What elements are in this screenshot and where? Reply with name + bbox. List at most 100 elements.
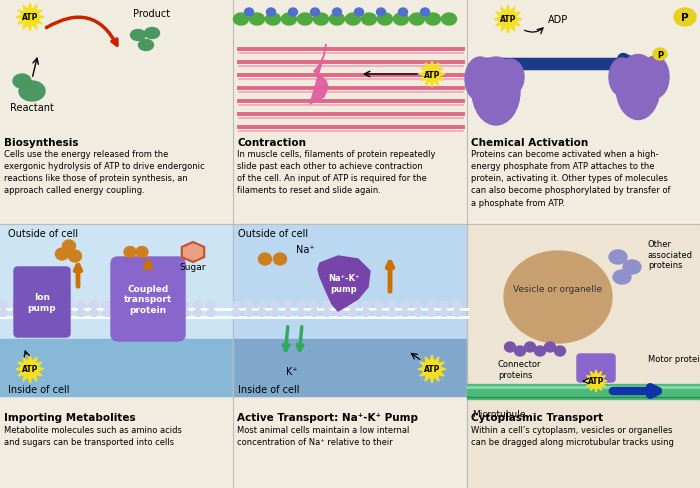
Text: ATP: ATP: [588, 377, 604, 386]
Ellipse shape: [284, 310, 293, 317]
Ellipse shape: [0, 302, 8, 309]
Ellipse shape: [258, 302, 267, 309]
Ellipse shape: [349, 302, 358, 309]
Text: Na⁺-K⁺
pump: Na⁺-K⁺ pump: [328, 274, 360, 293]
Ellipse shape: [130, 30, 146, 41]
Bar: [233, 224, 467, 396]
Ellipse shape: [653, 49, 667, 61]
Text: Inside of cell: Inside of cell: [8, 384, 69, 394]
Text: ATP: ATP: [22, 365, 38, 374]
Ellipse shape: [609, 59, 635, 97]
FancyBboxPatch shape: [14, 267, 70, 337]
Text: Active Transport: Na⁺-K⁺ Pump: Active Transport: Na⁺-K⁺ Pump: [237, 412, 418, 422]
Ellipse shape: [155, 310, 164, 317]
Ellipse shape: [504, 251, 612, 343]
Ellipse shape: [19, 82, 45, 102]
Ellipse shape: [361, 310, 370, 317]
Ellipse shape: [25, 302, 34, 309]
Ellipse shape: [11, 310, 20, 317]
Text: Coupled
transport
protein: Coupled transport protein: [124, 285, 172, 314]
Ellipse shape: [38, 302, 46, 309]
Ellipse shape: [116, 310, 125, 317]
Ellipse shape: [545, 342, 556, 352]
Ellipse shape: [496, 60, 524, 96]
Text: Other
associated
proteins: Other associated proteins: [648, 240, 693, 269]
Ellipse shape: [361, 302, 370, 309]
Ellipse shape: [374, 310, 384, 317]
Text: K⁺: K⁺: [286, 366, 297, 376]
Ellipse shape: [249, 14, 265, 26]
Ellipse shape: [281, 14, 297, 26]
Ellipse shape: [674, 9, 696, 27]
Ellipse shape: [258, 310, 267, 317]
Ellipse shape: [393, 14, 409, 26]
Bar: [233, 339, 467, 396]
Text: Cytoplasmic Transport: Cytoplasmic Transport: [471, 412, 603, 422]
Ellipse shape: [377, 9, 386, 17]
Text: ATP: ATP: [500, 16, 516, 24]
Text: Outside of cell: Outside of cell: [238, 228, 308, 239]
Ellipse shape: [377, 14, 393, 26]
Text: Chemical Activation: Chemical Activation: [471, 138, 588, 148]
Ellipse shape: [258, 253, 272, 265]
Ellipse shape: [297, 310, 305, 317]
Ellipse shape: [167, 310, 176, 317]
Ellipse shape: [13, 75, 31, 89]
Text: Metabolite molecules such as amino acids
and sugars can be transported into cell: Metabolite molecules such as amino acids…: [4, 425, 182, 446]
Ellipse shape: [284, 302, 293, 309]
Text: Contraction: Contraction: [237, 138, 306, 148]
Text: Na⁺: Na⁺: [295, 244, 314, 254]
Text: Biosynthesis: Biosynthesis: [4, 138, 78, 148]
Text: Outside of cell: Outside of cell: [8, 228, 78, 239]
Ellipse shape: [270, 310, 279, 317]
Polygon shape: [16, 4, 44, 32]
Ellipse shape: [426, 14, 440, 26]
Ellipse shape: [426, 310, 435, 317]
Text: Importing Metabolites: Importing Metabolites: [4, 412, 136, 422]
Ellipse shape: [388, 302, 396, 309]
Ellipse shape: [0, 310, 8, 317]
Ellipse shape: [206, 310, 216, 317]
Ellipse shape: [388, 310, 396, 317]
Ellipse shape: [349, 310, 358, 317]
Ellipse shape: [440, 310, 449, 317]
Ellipse shape: [346, 14, 360, 26]
Ellipse shape: [374, 302, 384, 309]
Text: Proteins can become activated when a high-
energy phosphate from ATP attaches to: Proteins can become activated when a hig…: [471, 150, 671, 207]
Ellipse shape: [232, 302, 241, 309]
Ellipse shape: [102, 302, 111, 309]
Polygon shape: [182, 243, 204, 263]
Ellipse shape: [129, 310, 137, 317]
Ellipse shape: [641, 57, 669, 99]
Ellipse shape: [323, 302, 332, 309]
Ellipse shape: [398, 9, 407, 17]
Ellipse shape: [414, 310, 423, 317]
Ellipse shape: [535, 346, 545, 356]
Ellipse shape: [206, 302, 216, 309]
Ellipse shape: [102, 310, 111, 317]
Ellipse shape: [90, 302, 99, 309]
Ellipse shape: [297, 302, 305, 309]
Ellipse shape: [314, 14, 328, 26]
Bar: [467, 384, 700, 399]
Ellipse shape: [410, 14, 424, 26]
Text: Sugar: Sugar: [180, 263, 206, 272]
Polygon shape: [318, 257, 370, 311]
Ellipse shape: [267, 9, 276, 17]
Polygon shape: [418, 355, 446, 383]
Ellipse shape: [616, 55, 660, 120]
Ellipse shape: [232, 310, 241, 317]
Ellipse shape: [472, 58, 520, 126]
Ellipse shape: [141, 310, 150, 317]
Ellipse shape: [400, 310, 410, 317]
Ellipse shape: [62, 241, 76, 252]
Ellipse shape: [69, 250, 81, 263]
Polygon shape: [16, 355, 44, 383]
Polygon shape: [419, 62, 445, 88]
Ellipse shape: [465, 58, 495, 102]
Bar: [0, 339, 233, 396]
Text: Vesicle or organelle: Vesicle or organelle: [513, 285, 603, 294]
Ellipse shape: [141, 302, 150, 309]
Ellipse shape: [76, 310, 85, 317]
FancyBboxPatch shape: [111, 258, 185, 341]
